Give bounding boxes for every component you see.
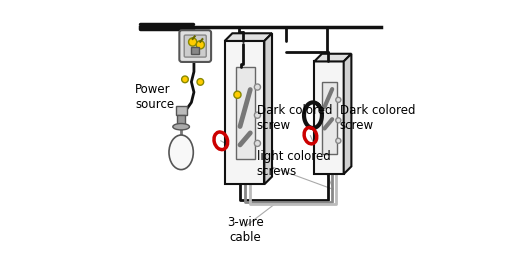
Text: 3-wire
cable: 3-wire cable (227, 216, 264, 244)
Bar (225, 41, 264, 184)
Ellipse shape (173, 124, 190, 130)
Polygon shape (344, 54, 351, 174)
Circle shape (336, 118, 341, 123)
Ellipse shape (169, 135, 193, 170)
Circle shape (254, 112, 260, 118)
FancyBboxPatch shape (184, 35, 206, 57)
Polygon shape (225, 33, 272, 41)
Circle shape (336, 97, 341, 102)
Polygon shape (314, 54, 351, 61)
Circle shape (254, 84, 260, 90)
Bar (314, 61, 344, 174)
Bar (191, 47, 199, 54)
Bar (236, 67, 255, 159)
Polygon shape (264, 33, 272, 184)
Bar (176, 106, 187, 115)
Wedge shape (182, 76, 188, 83)
Bar (322, 82, 337, 154)
Bar (177, 115, 185, 125)
Text: Dark colored
screw: Dark colored screw (257, 104, 332, 132)
Circle shape (336, 138, 341, 143)
Text: light colored
screws: light colored screws (257, 150, 330, 178)
Circle shape (254, 140, 260, 146)
Wedge shape (196, 41, 204, 49)
Wedge shape (189, 38, 197, 46)
Text: Dark colored
screw: Dark colored screw (340, 104, 415, 132)
FancyBboxPatch shape (179, 30, 211, 62)
Wedge shape (197, 79, 204, 85)
Wedge shape (234, 91, 241, 98)
Text: Power
source: Power source (135, 83, 174, 111)
